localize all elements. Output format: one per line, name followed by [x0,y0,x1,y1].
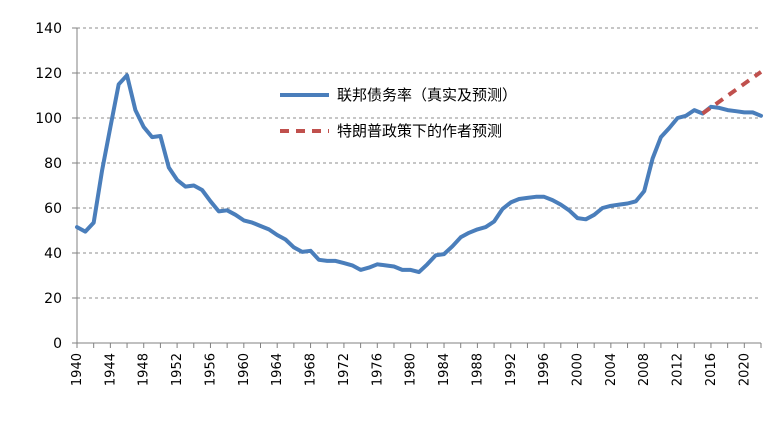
series-line-0 [75,73,763,275]
x-tick-label-4: 1956 [203,353,218,386]
x-tick-label-12: 1988 [470,353,485,386]
x-tick-label-11: 1984 [437,353,452,386]
x-tick-label-15: 2000 [570,353,585,386]
series-line-1 [701,70,763,116]
legend-entry-1: 特朗普政策下的作者预测 [337,122,502,140]
y-tick-label-5: 100 [35,111,62,127]
x-tick-label-6: 1964 [270,353,285,386]
legend-entry-0: 联邦债务率（真实及预测） [337,86,517,104]
y-tick-label-4: 80 [44,156,62,172]
y-tick-label-7: 140 [35,21,62,37]
x-tick-label-9: 1976 [370,353,385,386]
x-tick-label-13: 1992 [504,353,519,386]
x-tick-label-16: 2004 [604,353,619,386]
series-lines [75,70,763,275]
x-tick-label-0: 1940 [70,353,85,386]
y-tick-label-2: 40 [44,246,62,262]
x-tick-label-3: 1952 [170,353,185,386]
x-tick-label-19: 2016 [704,353,719,386]
gridlines [77,27,761,299]
x-tick-label-7: 1968 [304,353,319,386]
x-tick-label-5: 1960 [237,353,252,386]
x-tick-label-2: 1948 [137,353,152,386]
x-tick-label-17: 2008 [637,353,652,386]
x-tick-labels: 1940 1944 1948 1952 1956 1960 1964 1968 1972 1976… [70,353,752,386]
x-tick-label-14: 1996 [537,353,552,386]
y-tick-label-3: 60 [44,201,62,217]
x-tick-label-10: 1980 [404,353,419,386]
axes [72,27,762,348]
x-tick-label-8: 1972 [337,353,352,386]
legend: 联邦债务率（真实及预测） 特朗普政策下的作者预测 [280,86,517,140]
x-tick-label-20: 2020 [737,353,752,386]
x-tick-label-18: 2012 [671,353,686,386]
y-tick-labels: 0 20 40 60 80 100 120 140 [35,21,62,352]
y-tick-label-6: 120 [35,66,62,82]
y-tick-label-0: 0 [53,336,62,352]
y-tick-label-1: 20 [44,291,62,307]
x-tick-label-1: 1944 [103,353,118,386]
